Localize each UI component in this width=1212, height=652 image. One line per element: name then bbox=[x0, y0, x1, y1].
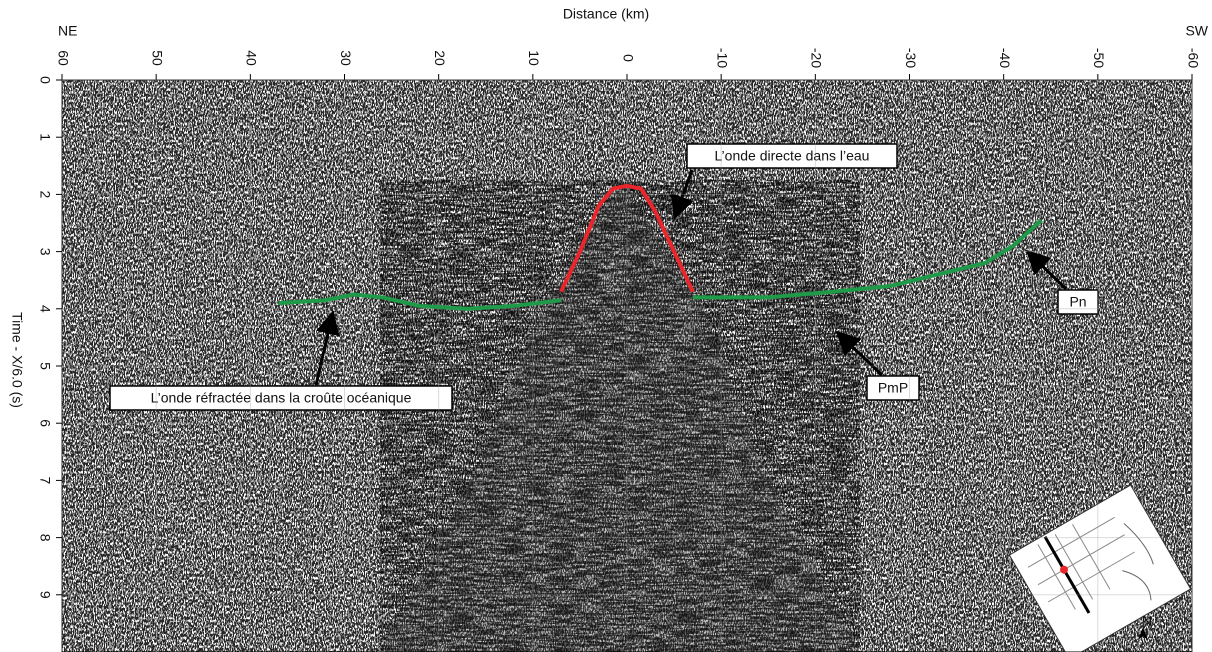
annotation: L’onde directe dans l’eau bbox=[715, 148, 870, 164]
x-tick-label: -40 bbox=[997, 48, 1013, 68]
y-axis-title: Time - X/6.0 (s) bbox=[9, 312, 25, 408]
seismic-background bbox=[62, 80, 1192, 652]
x-tick-label: 20 bbox=[432, 50, 448, 66]
y-tick-label: 0 bbox=[37, 76, 53, 84]
x-tick-label: -30 bbox=[903, 48, 919, 68]
annotation-box bbox=[866, 375, 920, 401]
x-tick-label: 30 bbox=[338, 50, 354, 66]
annotation-box bbox=[686, 143, 898, 169]
x-tick-label: -20 bbox=[809, 48, 825, 68]
arrow bbox=[314, 310, 340, 386]
inset-map bbox=[1008, 484, 1192, 652]
y-tick-label: 9 bbox=[37, 591, 53, 599]
x-axis-title: Distance (km) bbox=[563, 6, 649, 22]
north-label: N bbox=[1142, 613, 1152, 629]
arrow bbox=[835, 330, 884, 377]
x-tick-label: 60 bbox=[55, 50, 71, 66]
y-tick-label: 1 bbox=[37, 133, 53, 141]
x-tick-label: 10 bbox=[526, 50, 542, 66]
annotation: L’onde réfractée dans la croûte océaniqu… bbox=[151, 390, 412, 406]
y-tick-label: 6 bbox=[37, 419, 53, 427]
pick-line bbox=[692, 218, 1043, 300]
pick-line bbox=[278, 292, 562, 311]
annotation-box bbox=[1057, 289, 1099, 315]
x-tick-label: -50 bbox=[1091, 48, 1107, 68]
x-tick-label: 50 bbox=[149, 50, 165, 66]
x-tick-label: -60 bbox=[1185, 48, 1201, 68]
right-label: SW bbox=[1185, 23, 1208, 39]
y-tick-label: 5 bbox=[37, 362, 53, 370]
annotation-box bbox=[109, 385, 453, 411]
pick-line bbox=[559, 183, 695, 293]
annotation: Pn bbox=[1069, 294, 1086, 310]
left-label: NE bbox=[58, 23, 77, 39]
annotations: L’onde directe dans l’eau Pn PmP L’onde réf… bbox=[109, 143, 1099, 411]
annotation: PmP bbox=[878, 380, 908, 396]
x-tick-label: 40 bbox=[244, 50, 260, 66]
north-arrow bbox=[1138, 627, 1148, 640]
y-tick-label: 7 bbox=[37, 477, 53, 485]
x-tick-label: 0 bbox=[620, 54, 636, 62]
y-tick-label: 4 bbox=[37, 305, 53, 313]
arrow bbox=[1025, 249, 1068, 291]
y-tick-label: 3 bbox=[37, 248, 53, 256]
arrow bbox=[670, 169, 694, 220]
y-tick-label: 8 bbox=[37, 534, 53, 542]
x-tick-label: -10 bbox=[714, 48, 730, 68]
y-tick-label: 2 bbox=[37, 191, 53, 199]
